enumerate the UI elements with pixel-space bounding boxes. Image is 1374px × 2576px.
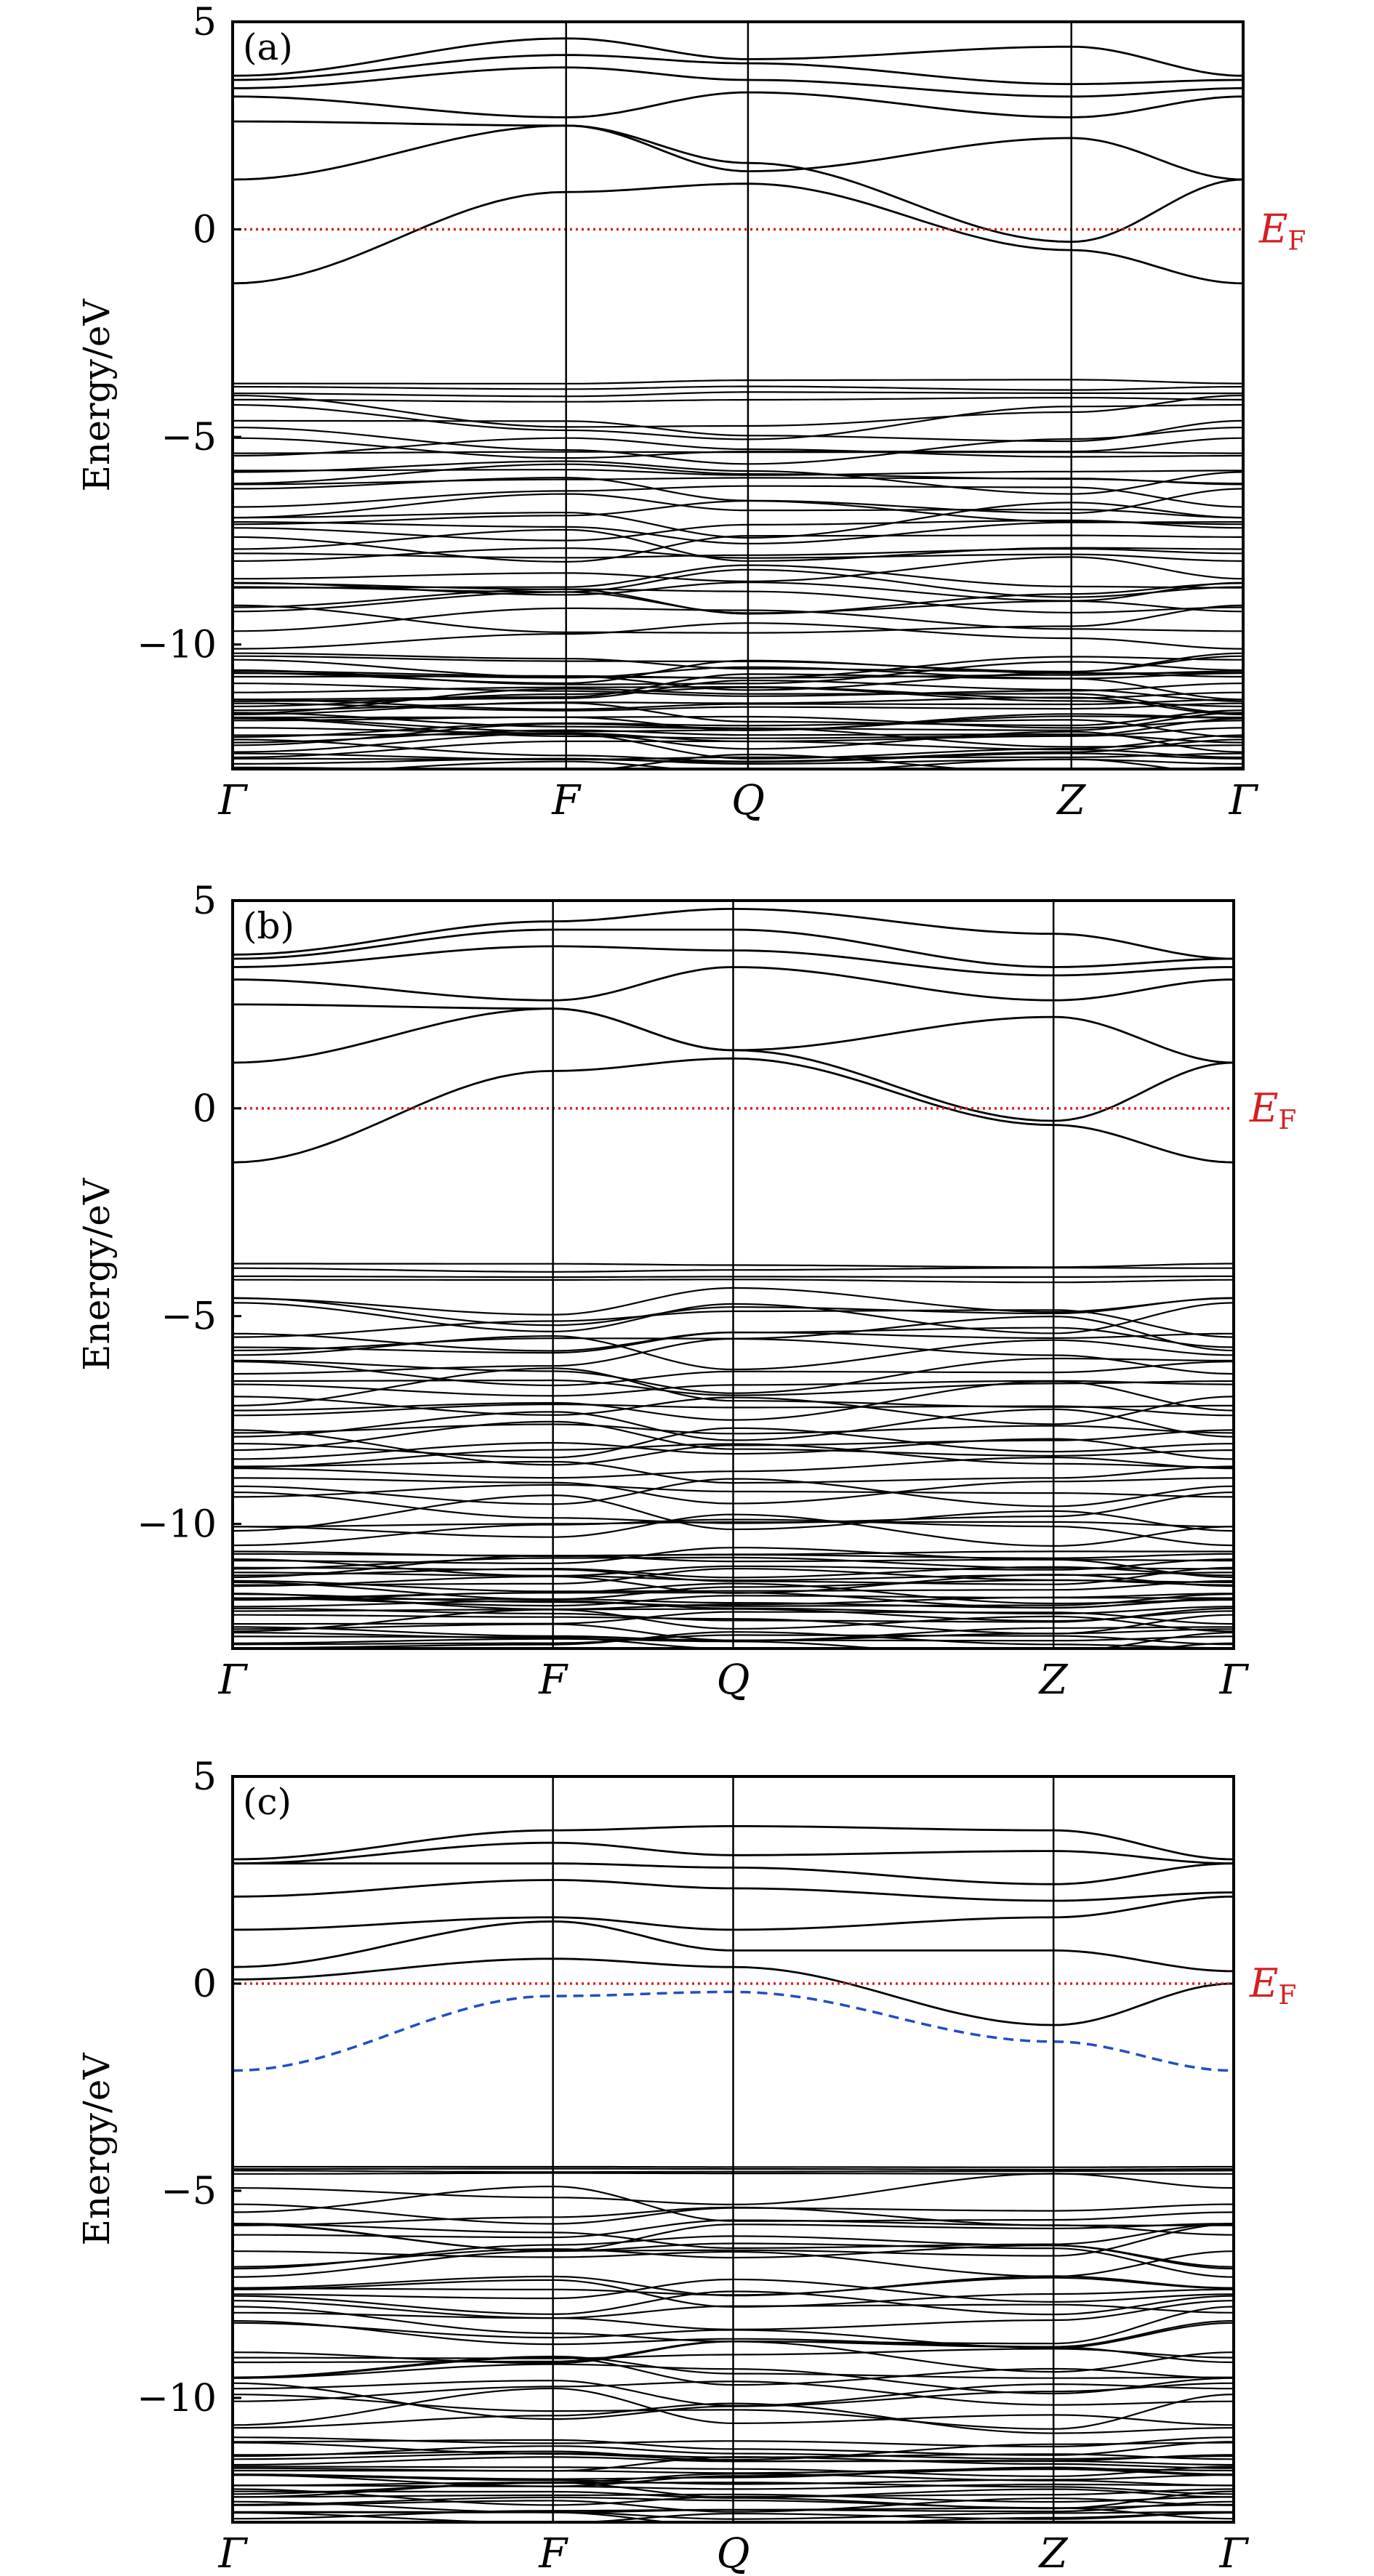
valence-band-line: [233, 493, 1243, 519]
kpoint-label: F: [538, 2530, 569, 2576]
fermi-level-label: EF: [1258, 206, 1306, 257]
y-tick-label: 0: [193, 209, 217, 252]
kpoint-label: Γ: [218, 777, 249, 824]
y-tick-label: −5: [161, 416, 217, 459]
plot-frame: [231, 1775, 1235, 2524]
y-axis-title: Energy/eV: [76, 299, 118, 492]
panel-c: EF 5 0 −5 −10 Γ F Q Z Γ Energy/eV (c): [76, 1755, 1296, 2576]
kpoint-label: Γ: [1229, 777, 1259, 824]
bands: [233, 37, 1243, 769]
y-tick-label: 5: [193, 1755, 217, 1799]
kpoint-label: Q: [731, 777, 765, 824]
y-tick-label: 5: [193, 880, 217, 923]
y-axis-title: Energy/eV: [76, 2053, 118, 2246]
panel-tag: (c): [243, 1781, 292, 1823]
kpoint-label: Γ: [218, 1657, 249, 1704]
valence-band-line: [233, 391, 1243, 398]
panel-tag: (a): [243, 26, 293, 68]
kpoint-label: Γ: [218, 2530, 249, 2576]
valence-band-line: [233, 385, 1243, 391]
kpoint-label: F: [551, 777, 582, 824]
y-axis-title: Energy/eV: [76, 1178, 118, 1371]
plot-frame: [231, 20, 1245, 770]
y-tick-label: −5: [161, 2170, 217, 2213]
y-tick-label: 0: [193, 1087, 217, 1131]
valence-band-line: [233, 403, 1243, 440]
y-tick-label: 5: [193, 1, 217, 44]
valence-band-line: [233, 379, 1243, 385]
y-tick-label: 0: [193, 1963, 217, 2006]
y-tick-label: −5: [161, 1295, 217, 1339]
kpoint-label: F: [538, 1657, 569, 1704]
conduction-band-1: [233, 182, 1243, 285]
panel-a: EF 5 0 −5 −10 Γ F Q Z Γ Energy/eV (a): [76, 1, 1306, 824]
y-tick-label: −10: [137, 2377, 217, 2420]
valence-band-line: [233, 397, 1243, 403]
valence-band-line: [233, 548, 1243, 559]
valence-band-line: [362, 758, 1183, 769]
valence-band-line: [233, 427, 1243, 465]
y-tick-label: −10: [137, 624, 217, 667]
kpoint-label: Q: [717, 2530, 750, 2576]
kpoint-label: Z: [1056, 777, 1086, 824]
y-tick-label: −10: [137, 1503, 217, 1547]
kpoint-label: Z: [1038, 2530, 1069, 2576]
kpoint-label: Γ: [1219, 2530, 1250, 2576]
kpoint-label: Q: [717, 1657, 750, 1704]
fermi-level-label: EF: [1249, 1085, 1296, 1135]
panel-b: EF 5 0 −5 −10 Γ F Q Z Γ Energy/eV (b): [76, 880, 1296, 1704]
valence-band-line: [233, 451, 1243, 454]
plot-frame: [231, 899, 1235, 1650]
conduction-band-3: [233, 120, 1243, 181]
kpoint-label: Γ: [1219, 1657, 1250, 1704]
valence-band-line: [233, 622, 1243, 650]
panel-tag: (b): [243, 905, 294, 947]
kpoint-label: Z: [1038, 1657, 1069, 1704]
fermi-level-label: EF: [1249, 1960, 1296, 2011]
